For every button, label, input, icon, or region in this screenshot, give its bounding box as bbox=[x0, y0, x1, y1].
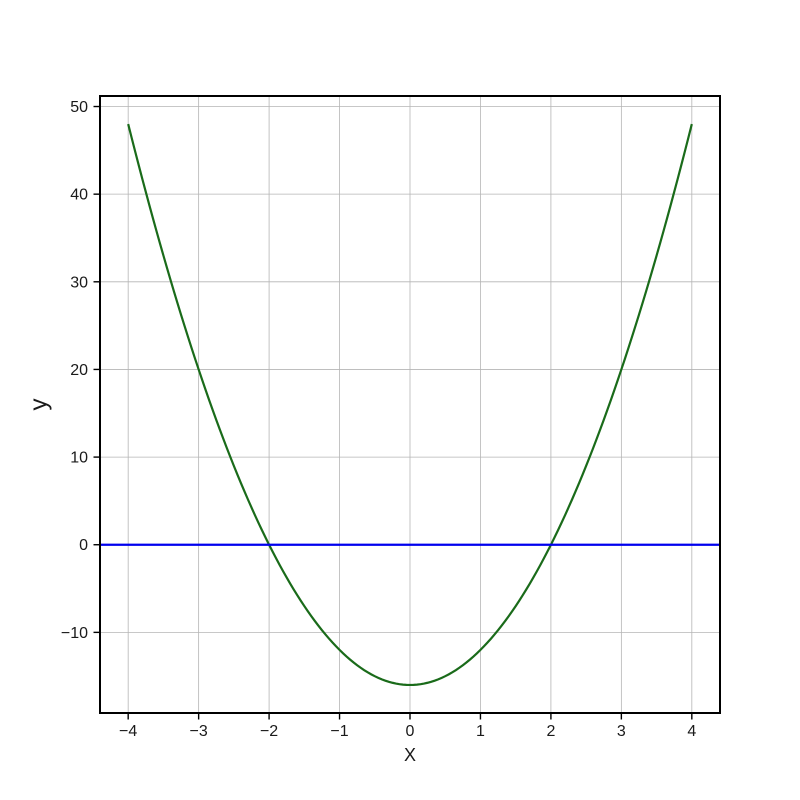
svg-text:40: 40 bbox=[70, 187, 88, 204]
svg-text:1: 1 bbox=[476, 723, 485, 740]
svg-text:10: 10 bbox=[70, 450, 88, 467]
svg-text:y: y bbox=[26, 399, 53, 411]
svg-text:−1: −1 bbox=[330, 723, 348, 740]
svg-text:−4: −4 bbox=[119, 723, 137, 740]
svg-text:0: 0 bbox=[79, 537, 88, 554]
svg-text:0: 0 bbox=[406, 723, 415, 740]
svg-text:X: X bbox=[404, 745, 416, 765]
svg-text:3: 3 bbox=[617, 723, 626, 740]
svg-text:30: 30 bbox=[70, 274, 88, 291]
svg-text:−10: −10 bbox=[61, 625, 88, 642]
svg-text:−3: −3 bbox=[190, 723, 208, 740]
svg-text:−2: −2 bbox=[260, 723, 278, 740]
svg-text:50: 50 bbox=[70, 99, 88, 116]
svg-text:2: 2 bbox=[546, 723, 555, 740]
svg-text:4: 4 bbox=[687, 723, 696, 740]
svg-text:20: 20 bbox=[70, 362, 88, 379]
